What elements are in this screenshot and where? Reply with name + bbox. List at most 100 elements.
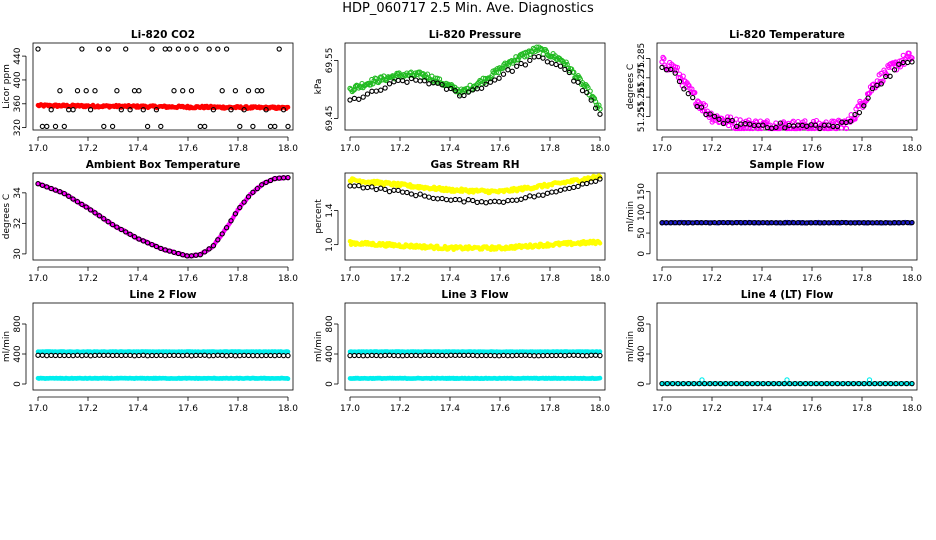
data-point — [509, 197, 515, 203]
data-point — [285, 349, 291, 355]
data-point — [872, 380, 878, 387]
data-point — [733, 123, 740, 130]
data-point — [795, 118, 801, 125]
data-point — [562, 66, 568, 73]
y-axis-label: percent — [314, 199, 324, 234]
x-tick-label: 17.8 — [540, 274, 560, 284]
data-point — [109, 221, 116, 228]
data-point — [597, 375, 603, 381]
data-point — [448, 197, 454, 203]
data-point — [223, 46, 230, 52]
data-point — [364, 352, 371, 359]
data-point — [514, 197, 520, 203]
x-tick-label: 18.0 — [278, 404, 298, 414]
data-point — [883, 71, 889, 77]
data-point — [74, 199, 81, 205]
data-point — [765, 380, 772, 387]
data-point — [698, 104, 705, 110]
data-point — [44, 123, 50, 130]
data-point — [351, 86, 358, 93]
data-point — [777, 120, 784, 126]
data-point — [241, 199, 247, 205]
data-point — [259, 182, 265, 188]
data-point — [544, 352, 551, 359]
data-point — [566, 185, 572, 192]
plot-frame — [32, 172, 294, 261]
data-point — [882, 380, 889, 387]
data-point — [188, 88, 195, 94]
data-point — [215, 46, 221, 52]
x-tick-label: 17.0 — [652, 274, 672, 284]
y-tick-label: 69.45 — [325, 106, 335, 132]
data-point — [744, 380, 750, 387]
data-point — [659, 64, 665, 71]
data-point — [237, 352, 243, 359]
data-point — [544, 190, 551, 196]
data-point — [373, 186, 379, 193]
x-tick-label: 17.0 — [340, 404, 360, 414]
data-point — [378, 185, 384, 191]
data-point — [553, 352, 559, 359]
data-point — [158, 245, 164, 252]
data-point — [733, 380, 740, 387]
data-point — [347, 97, 353, 103]
data-point — [136, 88, 142, 94]
data-point — [144, 353, 151, 359]
data-point — [35, 181, 41, 187]
x-tick-label: 17.6 — [178, 404, 198, 414]
data-point — [597, 241, 603, 246]
y-tick-label: 51.285 — [637, 43, 647, 75]
data-point — [254, 88, 260, 94]
x-tick-label: 17.8 — [228, 404, 248, 414]
data-point — [676, 78, 683, 85]
x-tick-label: 17.0 — [652, 144, 672, 154]
data-point — [426, 194, 432, 200]
chart-panel-sample-flow: Sample Flow 17.0 17.2 17.4 17.6 17.8 18.0 0 50 10… — [626, 159, 922, 284]
data-point — [210, 352, 217, 359]
data-point — [408, 75, 415, 82]
y-tick-label: 0 — [325, 381, 335, 387]
data-point — [685, 380, 692, 387]
data-point — [456, 197, 463, 203]
x-tick-label: 18.0 — [590, 144, 610, 154]
data-point — [843, 125, 850, 132]
x-tick-label: 18.0 — [902, 404, 922, 414]
data-point — [39, 123, 46, 130]
plot-frame — [344, 172, 606, 261]
data-point — [245, 88, 252, 94]
data-point — [531, 194, 537, 200]
data-point — [771, 380, 777, 387]
x-tick-label: 18.0 — [278, 274, 298, 284]
data-point — [720, 120, 727, 127]
data-point — [461, 92, 467, 99]
data-point — [144, 240, 151, 246]
data-point — [347, 183, 353, 189]
data-point — [263, 179, 269, 186]
data-point — [588, 97, 594, 103]
plot-frame — [32, 302, 294, 391]
data-point — [496, 199, 502, 205]
x-tick-label: 18.0 — [902, 144, 922, 154]
x-tick-label: 17.2 — [702, 274, 722, 284]
data-point — [877, 380, 883, 387]
data-point — [465, 197, 472, 203]
data-point — [535, 53, 542, 60]
chart-panel-line-2-flow: Line 2 Flow 17.0 17.2 17.4 17.6 17.8 18.0 0 400 8… — [2, 289, 298, 414]
data-point — [202, 123, 208, 130]
data-point — [285, 123, 291, 130]
x-tick-label: 17.0 — [340, 274, 360, 284]
data-point — [543, 48, 550, 55]
data-point — [535, 192, 542, 198]
data-point — [906, 50, 912, 56]
data-point — [101, 123, 107, 130]
data-point — [553, 61, 559, 68]
x-tick-label: 18.0 — [902, 274, 922, 284]
data-point — [890, 60, 896, 66]
y-axis-label: ml/min — [626, 201, 636, 232]
data-point — [87, 207, 94, 213]
data-point — [674, 64, 681, 71]
data-point — [707, 111, 713, 117]
data-point — [544, 59, 551, 65]
data-point — [364, 91, 371, 97]
data-point — [492, 198, 498, 204]
